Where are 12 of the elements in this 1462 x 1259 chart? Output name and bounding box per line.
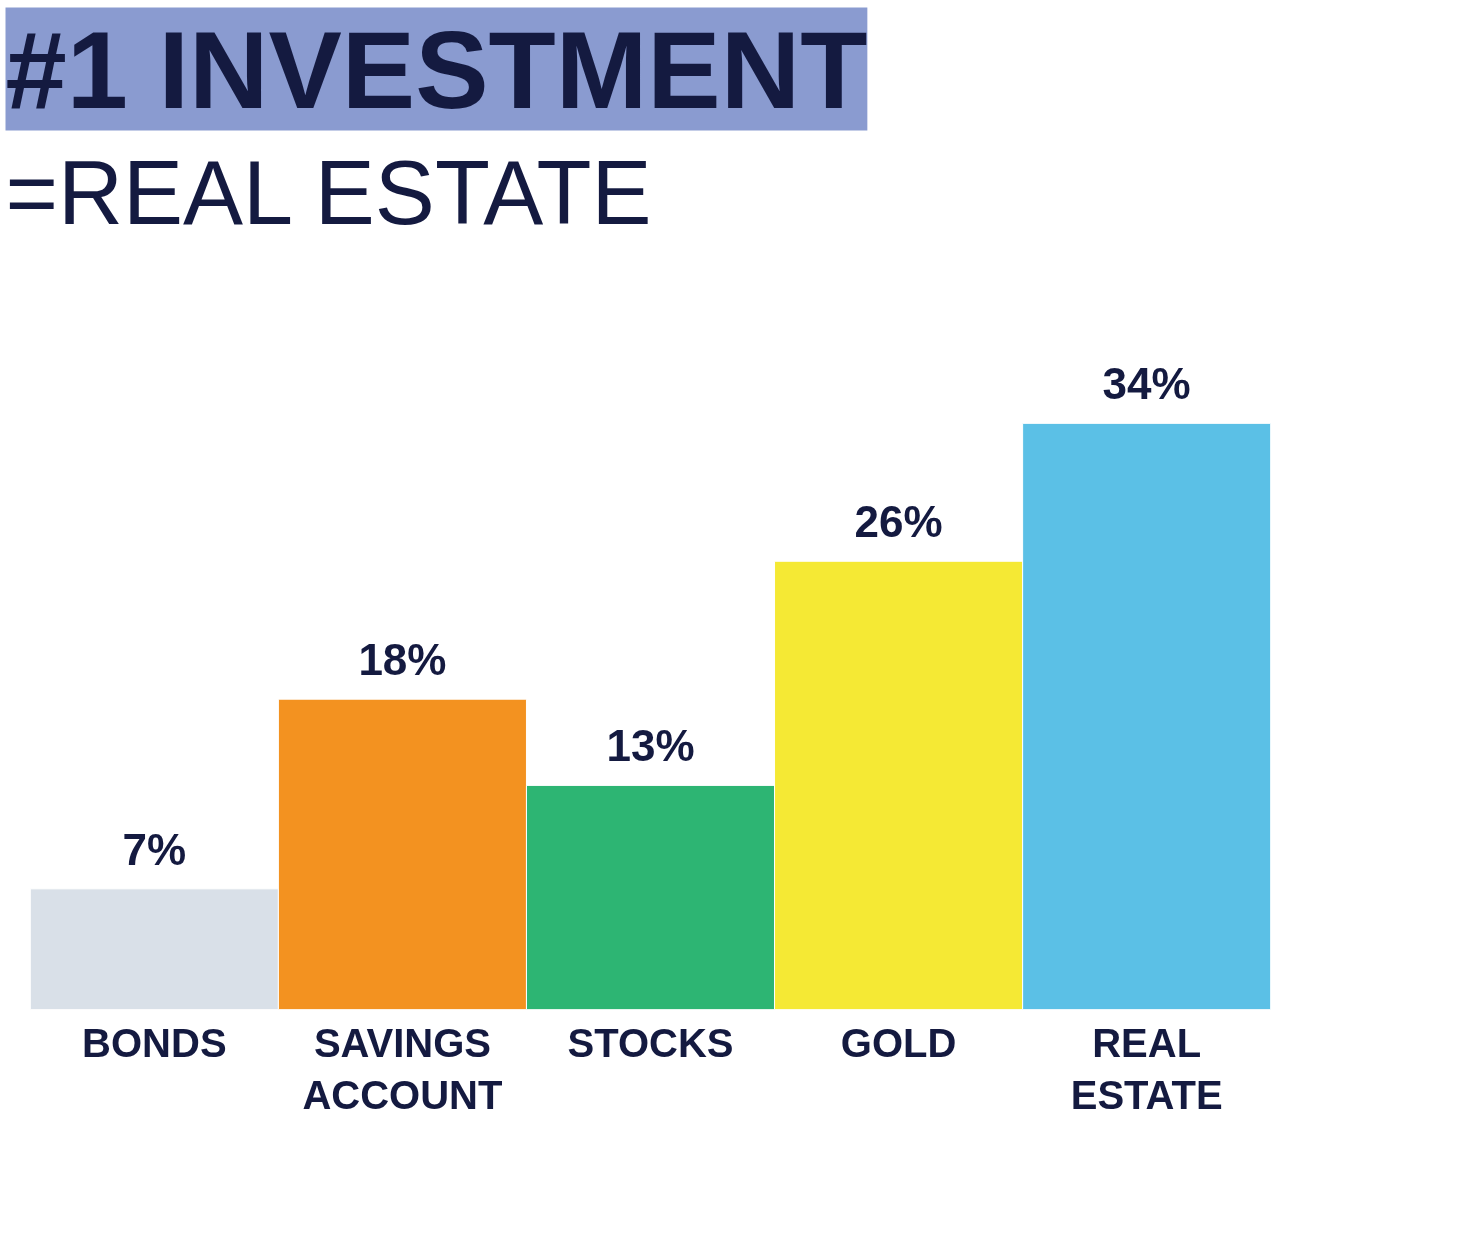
x-tick-label: STOCKS bbox=[567, 1020, 734, 1065]
data-label: 7% bbox=[122, 824, 187, 874]
data-label: 26% bbox=[854, 497, 943, 547]
data-label: 18% bbox=[358, 635, 447, 685]
data-label: 13% bbox=[606, 721, 695, 771]
x-tick-label: GOLD bbox=[840, 1020, 957, 1065]
x-tick-label: SAVINGS ACCOUNT bbox=[302, 1020, 503, 1118]
x-tick-label: BONDS bbox=[82, 1020, 227, 1065]
chart-title: #1 INVESTMENT bbox=[5, 7, 868, 131]
x-tick-label: REAL ESTATE bbox=[1070, 1020, 1223, 1118]
chart-subtitle: =REAL ESTATE bbox=[5, 142, 652, 243]
data-label: 34% bbox=[1102, 359, 1191, 409]
